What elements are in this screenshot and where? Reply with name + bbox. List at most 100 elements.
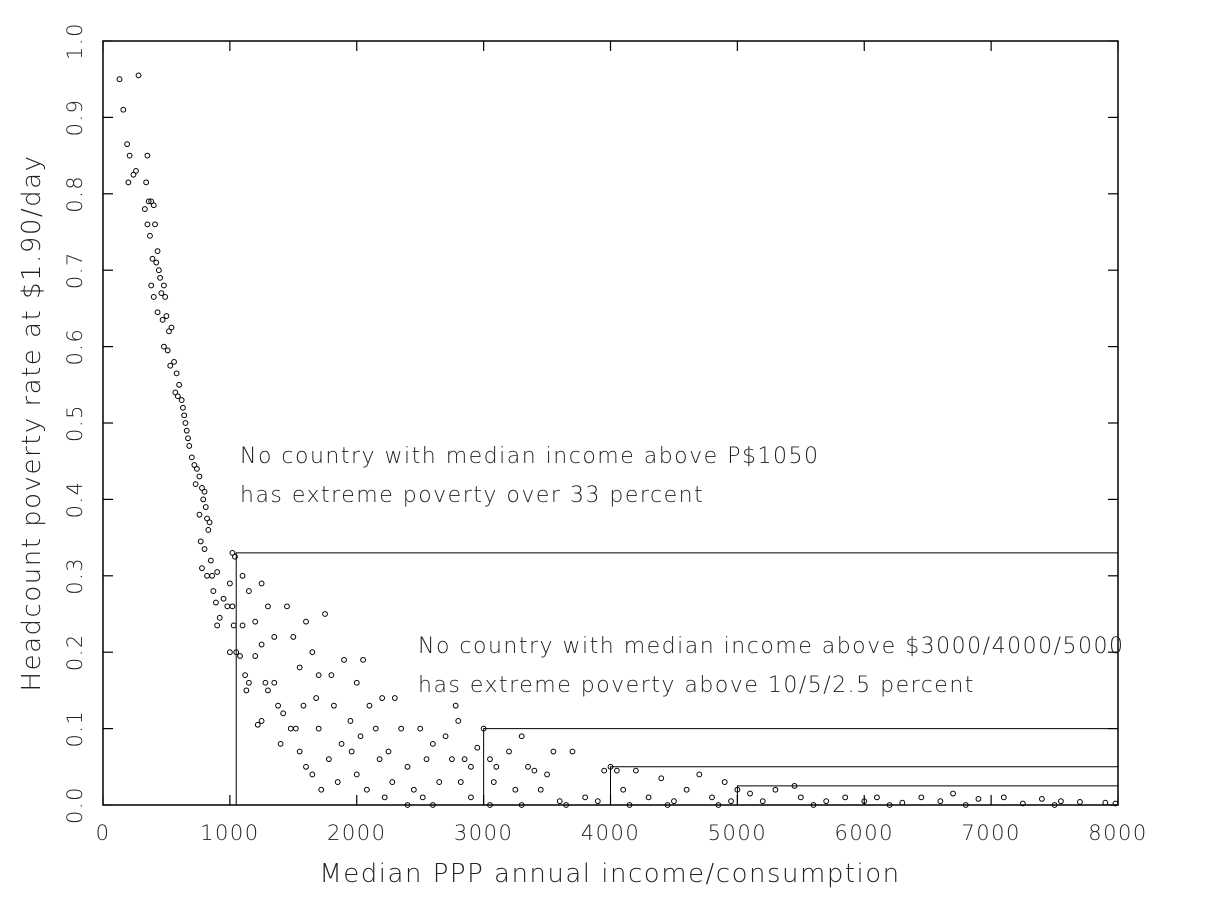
point — [204, 572, 210, 579]
point — [214, 622, 221, 629]
point — [155, 267, 162, 274]
point — [772, 786, 779, 793]
point — [962, 802, 969, 808]
point — [376, 756, 383, 763]
point — [166, 328, 172, 335]
point — [1058, 798, 1064, 805]
y-tick-label: 0.2 — [63, 633, 87, 671]
annotations: No country with median income above P$10… — [240, 444, 1124, 698]
point — [246, 588, 252, 594]
point — [290, 634, 297, 640]
point — [861, 798, 868, 805]
point — [265, 603, 271, 610]
point — [192, 481, 199, 488]
point — [442, 733, 449, 740]
point — [284, 603, 290, 610]
point — [124, 141, 131, 148]
x-tick-label: 2000 — [327, 821, 386, 845]
point — [182, 420, 189, 426]
point — [601, 767, 608, 774]
point — [172, 389, 179, 396]
annotation: No country with median income above $300… — [418, 634, 1124, 659]
point — [626, 802, 633, 808]
point — [404, 763, 411, 770]
annotation: has extreme poverty over 33 percent — [240, 483, 704, 508]
point — [537, 786, 544, 793]
point — [167, 362, 174, 369]
point — [206, 519, 213, 526]
y-tick-label: 0.5 — [63, 404, 87, 442]
point — [842, 794, 849, 801]
point — [728, 798, 734, 805]
point — [163, 313, 170, 319]
point — [159, 316, 166, 323]
point — [199, 485, 205, 491]
x-tick-label: 1000 — [200, 821, 259, 845]
point — [1000, 794, 1007, 801]
point — [216, 614, 223, 621]
reference-box — [736, 785, 1118, 805]
point — [937, 798, 944, 805]
point — [461, 756, 468, 763]
point — [224, 603, 231, 610]
point — [164, 347, 171, 354]
point — [277, 740, 284, 747]
point — [242, 672, 249, 679]
point — [303, 763, 309, 770]
point — [389, 779, 396, 785]
point — [709, 794, 715, 801]
point — [188, 454, 195, 461]
y-tick-label: 0.3 — [63, 557, 87, 595]
point — [201, 546, 208, 552]
point — [207, 557, 214, 564]
point — [144, 221, 151, 228]
point — [147, 232, 153, 239]
point — [201, 488, 208, 495]
point — [607, 763, 614, 770]
point — [381, 794, 388, 801]
point — [385, 748, 392, 755]
point — [759, 798, 766, 805]
point — [144, 152, 151, 159]
point — [1112, 800, 1119, 807]
x-tick-label: 0 — [96, 821, 111, 845]
point — [133, 167, 139, 174]
point — [181, 412, 188, 419]
point — [683, 786, 690, 793]
point — [154, 248, 161, 255]
point — [199, 565, 205, 572]
point — [1019, 800, 1026, 807]
point — [544, 771, 550, 778]
point — [331, 702, 337, 709]
point — [303, 618, 309, 625]
point — [125, 179, 132, 186]
x-tick-label: 4000 — [581, 821, 640, 845]
point — [315, 725, 322, 732]
point — [620, 786, 627, 793]
point — [487, 756, 493, 763]
point — [436, 779, 443, 785]
y-tick-label: 0.8 — [63, 175, 87, 213]
x-tick-label: 6000 — [835, 821, 894, 845]
point — [186, 443, 193, 449]
point — [230, 622, 237, 629]
point — [474, 744, 481, 751]
point — [452, 702, 459, 709]
point — [353, 771, 360, 778]
point — [243, 687, 250, 694]
point — [632, 767, 639, 774]
point — [300, 702, 307, 709]
point — [734, 786, 741, 793]
point — [487, 802, 493, 808]
point — [161, 343, 167, 350]
point — [168, 324, 175, 331]
point — [210, 588, 217, 594]
point — [404, 802, 411, 808]
point — [271, 679, 278, 686]
point — [197, 538, 204, 545]
point — [468, 763, 474, 770]
point — [429, 740, 436, 747]
point — [185, 435, 191, 442]
point — [338, 740, 345, 747]
